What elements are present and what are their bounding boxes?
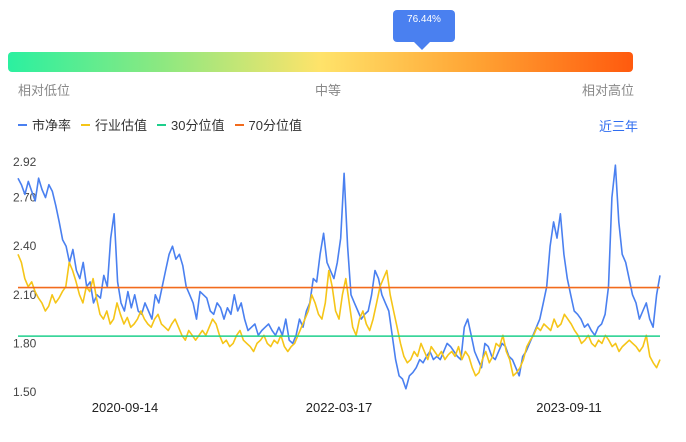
legend-swatch-p70: [234, 123, 244, 126]
range-selector-three-years[interactable]: 近三年: [599, 119, 639, 134]
series-line-industry: [17, 253, 661, 377]
legend-item-pe[interactable]: 市净率: [18, 115, 71, 134]
valuation-line-chart: 2.92 2.70 2.40 2.10 1.80 1.50 2020-09-14 2022-…: [13, 155, 661, 415]
y-axis: 2.92 2.70 2.40 2.10 1.80 1.50: [13, 155, 37, 399]
legend-label-pe: 市净率: [32, 118, 72, 133]
legend-swatch-industry: [81, 123, 91, 126]
legend-label-p70: 70分位值: [248, 118, 302, 133]
y-tick-label: 2.10: [13, 288, 37, 302]
legend-swatch-p30: [157, 123, 167, 126]
y-tick-label: 2.40: [13, 239, 37, 253]
current-percentile-value: 76.44%: [407, 14, 441, 25]
legend-item-industry[interactable]: 行业估值: [81, 115, 147, 134]
chart-legend: 市净率 行业估值 30分位值 70分位值: [18, 115, 312, 134]
scale-label-mid: 中等: [315, 83, 342, 98]
legend-label-industry: 行业估值: [95, 118, 148, 133]
legend-item-p70[interactable]: 70分位值: [234, 115, 302, 134]
series-line-pe: [17, 164, 661, 390]
y-tick-label: 2.92: [13, 155, 37, 169]
scale-label-low: 相对低位: [18, 83, 71, 98]
legend-item-p30[interactable]: 30分位值: [157, 115, 225, 134]
scale-label-high: 相对高位: [582, 83, 635, 98]
x-tick-label: 2022-03-17: [306, 400, 373, 415]
current-percentile-tooltip: 76.44%: [393, 10, 455, 42]
y-tick-label: 1.80: [13, 336, 37, 350]
tooltip-pointer: [414, 42, 430, 50]
x-axis: 2020-09-14 2022-03-17 2023-09-11: [92, 400, 602, 415]
x-tick-label: 2020-09-14: [92, 400, 159, 415]
legend-label-p30: 30分位值: [171, 118, 225, 133]
y-tick-label: 1.50: [13, 385, 37, 399]
x-tick-label: 2023-09-11: [536, 400, 602, 415]
valuation-gradient-bar: [8, 52, 633, 72]
legend-swatch-pe: [18, 123, 27, 126]
chart-series: [17, 164, 661, 390]
threshold-lines: [18, 286, 660, 337]
y-tick-label: 2.70: [13, 191, 37, 205]
